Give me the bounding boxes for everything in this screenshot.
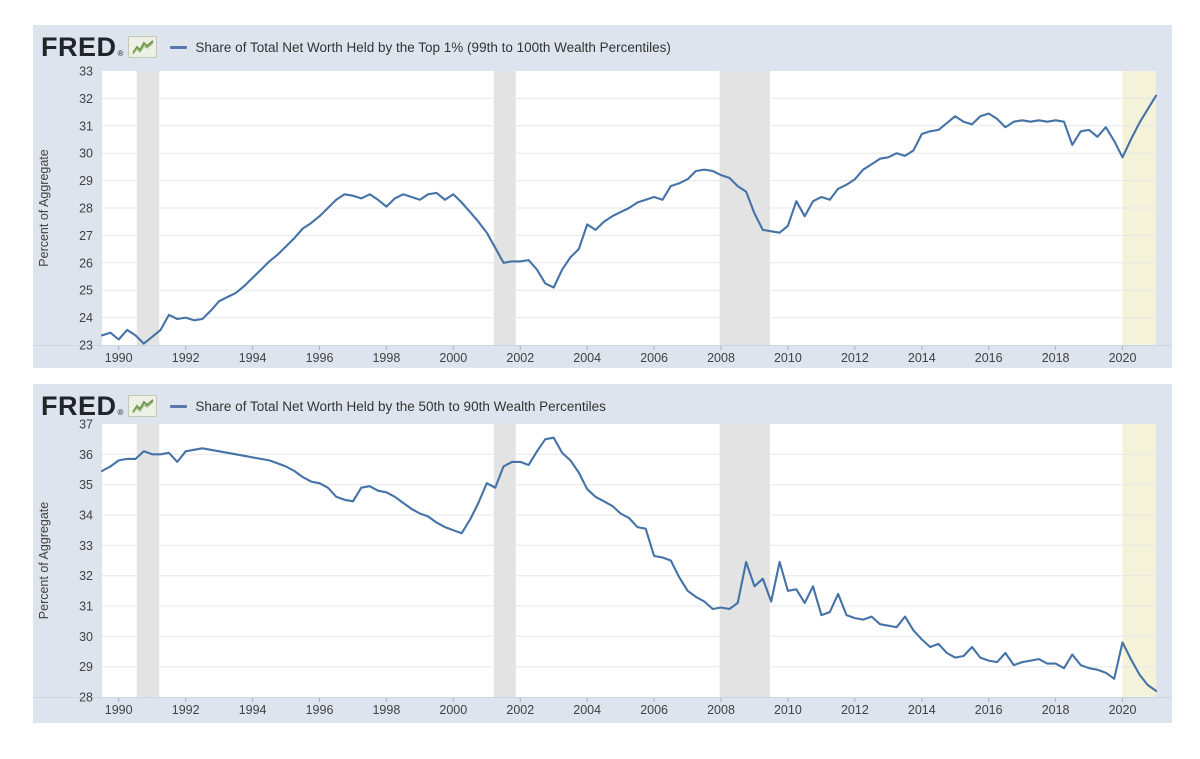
svg-text:37: 37 [79, 418, 93, 432]
svg-text:2010: 2010 [774, 703, 802, 717]
svg-text:1992: 1992 [172, 703, 200, 717]
svg-text:2018: 2018 [1042, 703, 1070, 717]
svg-text:2016: 2016 [975, 351, 1003, 365]
legend-line-swatch [170, 404, 188, 408]
svg-text:1990: 1990 [105, 351, 133, 365]
svg-text:2008: 2008 [707, 703, 735, 717]
svg-text:2020: 2020 [1109, 351, 1137, 365]
svg-text:1994: 1994 [239, 703, 267, 717]
chart-panel-50th-90th: 1990 1992 1994 1996 1998 2000 2002 2004 2006 2008… [33, 384, 1172, 723]
svg-text:24: 24 [79, 311, 93, 325]
chart-plot-area-50th-90th[interactable]: 1990 1992 1994 1996 1998 2000 2002 2004 2006 2008… [33, 384, 1172, 723]
svg-text:1998: 1998 [372, 351, 400, 365]
svg-text:2006: 2006 [640, 351, 668, 365]
svg-text:28: 28 [79, 202, 93, 216]
fred-sparkline-icon [128, 395, 158, 417]
svg-text:Percent of Aggregate: Percent of Aggregate [37, 502, 51, 619]
svg-text:27: 27 [79, 229, 93, 243]
registered-mark: ® [117, 49, 124, 58]
svg-text:2018: 2018 [1042, 351, 1070, 365]
svg-text:2010: 2010 [774, 351, 802, 365]
svg-text:31: 31 [79, 600, 93, 614]
registered-mark: ® [117, 408, 124, 417]
svg-text:1998: 1998 [372, 703, 400, 717]
svg-text:33: 33 [79, 65, 93, 79]
svg-text:2006: 2006 [640, 703, 668, 717]
legend-line-swatch [170, 45, 188, 49]
svg-text:2004: 2004 [573, 703, 601, 717]
svg-text:2002: 2002 [506, 351, 534, 365]
svg-text:29: 29 [79, 174, 93, 188]
chart-header: FRED ® Share of Total Net Worth Held by … [41, 32, 671, 62]
svg-text:2008: 2008 [707, 351, 735, 365]
chart-panel-top-1-percent: 1990 1992 1994 1996 1998 2000 2002 2004 2006 2008… [33, 25, 1172, 368]
svg-text:30: 30 [79, 147, 93, 161]
svg-text:29: 29 [79, 660, 93, 674]
svg-text:35: 35 [79, 478, 93, 492]
svg-text:30: 30 [79, 630, 93, 644]
svg-text:31: 31 [79, 119, 93, 133]
svg-text:1992: 1992 [172, 351, 200, 365]
svg-text:28: 28 [79, 691, 93, 705]
svg-text:2000: 2000 [439, 351, 467, 365]
svg-text:Percent of Aggregate: Percent of Aggregate [37, 149, 51, 266]
svg-text:25: 25 [79, 284, 93, 298]
svg-text:32: 32 [79, 569, 93, 583]
svg-text:23: 23 [79, 339, 93, 353]
svg-text:26: 26 [79, 256, 93, 270]
fred-logo[interactable]: FRED [41, 31, 117, 62]
svg-text:2014: 2014 [908, 703, 936, 717]
svg-text:2014: 2014 [908, 351, 936, 365]
svg-text:1996: 1996 [306, 703, 334, 717]
svg-text:2012: 2012 [841, 351, 869, 365]
legend-label: Share of Total Net Worth Held by the 50t… [195, 398, 606, 414]
svg-text:2002: 2002 [506, 703, 534, 717]
svg-text:2020: 2020 [1109, 703, 1137, 717]
svg-text:1990: 1990 [105, 703, 133, 717]
svg-text:2000: 2000 [439, 703, 467, 717]
chart-plot-area-top-1-percent[interactable]: 1990 1992 1994 1996 1998 2000 2002 2004 2006 2008… [33, 25, 1172, 368]
svg-text:32: 32 [79, 92, 93, 106]
svg-text:1996: 1996 [306, 351, 334, 365]
svg-text:36: 36 [79, 448, 93, 462]
fred-sparkline-icon [128, 36, 158, 58]
svg-text:33: 33 [79, 539, 93, 553]
svg-text:2004: 2004 [573, 351, 601, 365]
svg-text:2016: 2016 [975, 703, 1003, 717]
fred-logo[interactable]: FRED [41, 390, 117, 421]
chart-header: FRED ® Share of Total Net Worth Held by … [41, 391, 606, 421]
svg-text:2012: 2012 [841, 703, 869, 717]
svg-text:1994: 1994 [239, 351, 267, 365]
svg-text:34: 34 [79, 509, 93, 523]
legend-label: Share of Total Net Worth Held by the Top… [195, 39, 671, 55]
